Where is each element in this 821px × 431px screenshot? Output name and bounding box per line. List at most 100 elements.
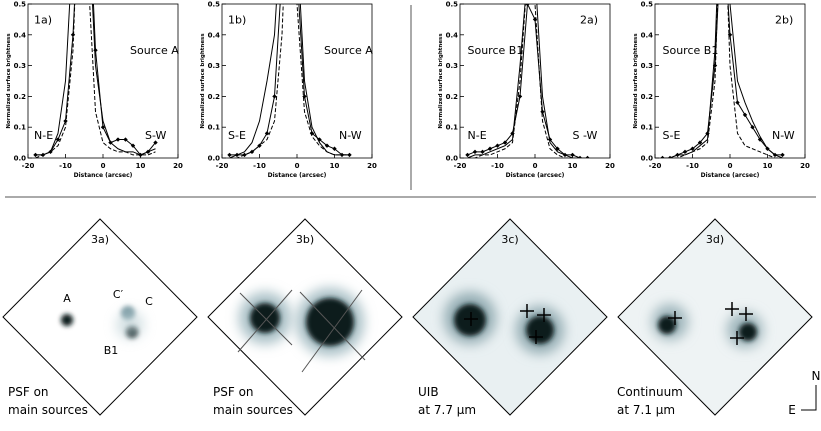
y-axis-label: Normalized surface brightness bbox=[438, 33, 444, 129]
caption: UIB bbox=[418, 385, 439, 399]
series-marker bbox=[272, 94, 277, 99]
x-axis-label: Distance (arcsec) bbox=[701, 172, 760, 179]
y-axis-label: Normalized surface brightness bbox=[6, 33, 12, 129]
series-marker bbox=[70, 32, 76, 37]
annotation: 1b) bbox=[228, 13, 246, 26]
chart: -20 -10 0 10 20 0.0 0.1 0.2 0.3 0.4 0.5 Distance (a… bbox=[633, 1, 810, 180]
source-label: A bbox=[63, 292, 71, 305]
annotation: Source B1 bbox=[663, 44, 719, 57]
caption: at 7.7 µm bbox=[418, 403, 476, 417]
y-tick-label: 0.1 bbox=[641, 124, 654, 132]
series-marker bbox=[227, 152, 232, 158]
y-tick-label: 0.4 bbox=[208, 31, 221, 39]
x-tick-label: 10 bbox=[763, 162, 773, 170]
panel-label: 3b) bbox=[296, 233, 314, 246]
series-marker bbox=[93, 48, 98, 53]
annotation: Source A bbox=[324, 44, 373, 57]
series-marker bbox=[130, 143, 136, 148]
series-line bbox=[467, 4, 588, 158]
series-marker bbox=[63, 118, 68, 124]
annotation: Source B1 bbox=[468, 44, 524, 57]
annotation: Source A bbox=[130, 44, 179, 57]
x-axis-label: Distance (arcsec) bbox=[268, 172, 327, 179]
y-tick-label: 0.2 bbox=[446, 93, 459, 101]
x-tick-label: 0 bbox=[728, 162, 733, 170]
annotation: S -W bbox=[573, 129, 598, 142]
series-marker bbox=[780, 152, 785, 158]
x-tick-label: 0 bbox=[101, 162, 106, 170]
series-marker bbox=[697, 140, 703, 145]
caption: main sources bbox=[213, 403, 293, 417]
image-panel: 3c) UIB at 7.7 µm bbox=[412, 218, 608, 417]
x-tick-label: -20 bbox=[22, 162, 35, 170]
series-line bbox=[467, 4, 588, 158]
series-line bbox=[229, 4, 350, 158]
series-line bbox=[35, 4, 156, 156]
image-panel: 3b) PSF on main sources bbox=[207, 218, 403, 417]
series-marker bbox=[55, 137, 61, 142]
y-tick-label: 0.5 bbox=[446, 1, 459, 9]
annotation: 2a) bbox=[580, 13, 598, 26]
series-marker bbox=[487, 146, 493, 151]
x-tick-label: -10 bbox=[253, 162, 266, 170]
x-tick-label: 20 bbox=[605, 162, 615, 170]
compass: N E bbox=[788, 369, 820, 417]
y-tick-label: 0.5 bbox=[208, 1, 221, 9]
x-tick-label: 0 bbox=[533, 162, 538, 170]
x-tick-label: -10 bbox=[491, 162, 504, 170]
series-marker bbox=[115, 137, 121, 142]
y-tick-label: 0.0 bbox=[446, 155, 459, 163]
series-marker bbox=[332, 146, 337, 151]
annotation: 1a) bbox=[34, 13, 52, 26]
panel-label: 3a) bbox=[91, 233, 109, 246]
image-panel: 3d) Continuum at 7.1 µm bbox=[617, 218, 813, 417]
caption: Continuum bbox=[617, 385, 683, 399]
series-line bbox=[35, 4, 156, 158]
caption: at 7.1 µm bbox=[617, 403, 675, 417]
y-tick-label: 0.2 bbox=[14, 93, 27, 101]
x-tick-label: -20 bbox=[649, 162, 662, 170]
series-marker bbox=[100, 125, 106, 130]
x-axis-label: Distance (arcsec) bbox=[506, 172, 565, 179]
series-marker bbox=[750, 125, 755, 130]
annotation: S-E bbox=[663, 129, 681, 142]
y-tick-label: 0.3 bbox=[446, 62, 459, 70]
y-tick-label: 0.2 bbox=[208, 93, 221, 101]
x-tick-label: 20 bbox=[800, 162, 810, 170]
y-tick-label: 0.4 bbox=[446, 31, 459, 39]
series-line bbox=[229, 4, 350, 158]
y-tick-label: 0.3 bbox=[641, 62, 654, 70]
chart: -20 -10 0 10 20 0.0 0.1 0.2 0.3 0.4 0.5 Distance (a… bbox=[438, 1, 615, 180]
caption: PSF on bbox=[8, 385, 49, 399]
series-marker bbox=[123, 137, 128, 142]
series-marker bbox=[742, 112, 748, 118]
annotation: N-E bbox=[34, 129, 53, 142]
series-marker bbox=[735, 100, 740, 105]
x-tick-label: -20 bbox=[454, 162, 467, 170]
x-tick-label: -10 bbox=[686, 162, 699, 170]
y-tick-label: 0.0 bbox=[14, 155, 27, 163]
series-marker bbox=[690, 146, 695, 151]
series-marker bbox=[480, 149, 485, 155]
series-line bbox=[662, 4, 783, 158]
caption: PSF on bbox=[213, 385, 254, 399]
chart: -20 -10 0 10 20 0.0 0.1 0.2 0.3 0.4 0.5 Distance (a… bbox=[6, 1, 183, 180]
x-tick-label: -10 bbox=[59, 162, 72, 170]
y-tick-label: 0.3 bbox=[208, 62, 221, 70]
x-axis-label: Distance (arcsec) bbox=[74, 172, 133, 179]
annotation: N-W bbox=[772, 129, 795, 142]
series-marker bbox=[517, 94, 523, 99]
x-tick-label: -20 bbox=[216, 162, 229, 170]
x-tick-label: 10 bbox=[330, 162, 340, 170]
source-label: B1 bbox=[104, 344, 119, 357]
series-line bbox=[662, 4, 783, 158]
chart: -20 -10 0 10 20 0.0 0.1 0.2 0.3 0.4 0.5 Distance (a… bbox=[200, 1, 377, 180]
series-line bbox=[35, 4, 156, 156]
x-tick-label: 20 bbox=[367, 162, 377, 170]
x-tick-label: 10 bbox=[568, 162, 578, 170]
x-tick-label: 20 bbox=[173, 162, 183, 170]
series-marker bbox=[324, 143, 330, 148]
y-tick-label: 0.2 bbox=[641, 93, 654, 101]
y-axis-label: Normalized surface brightness bbox=[633, 33, 639, 129]
